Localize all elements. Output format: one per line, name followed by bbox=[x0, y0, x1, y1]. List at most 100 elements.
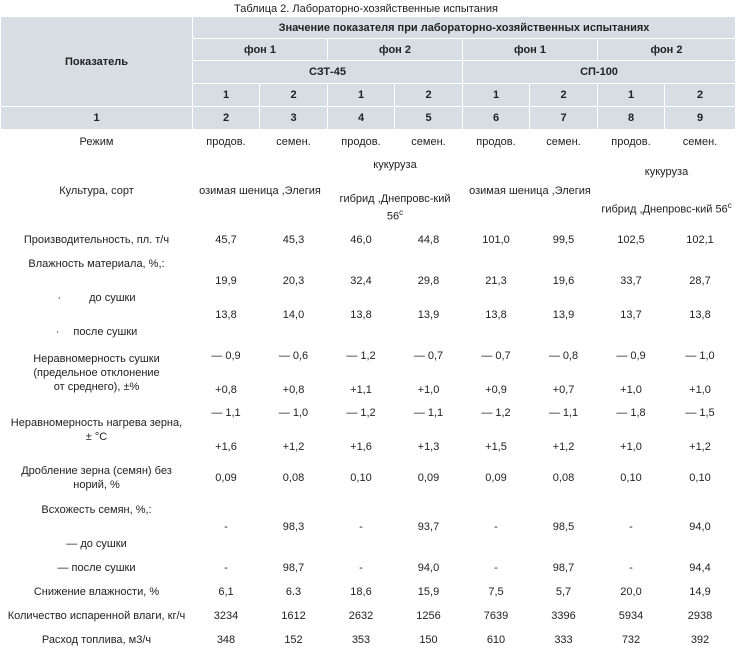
cell: 3396 bbox=[529, 603, 598, 628]
header-background: фон 2 bbox=[597, 38, 736, 61]
cell-value: 13,8 bbox=[485, 308, 507, 321]
cell: - bbox=[192, 555, 260, 580]
row-label: Дробление зерна (семян) без норий, % bbox=[0, 457, 193, 498]
cell-value: 13,8 bbox=[215, 308, 237, 321]
row-label: Снижение влажности, % bbox=[0, 579, 193, 604]
cell-value: — 1,2 bbox=[346, 406, 376, 419]
cell: 46,0 bbox=[327, 227, 395, 252]
row-label-text: до сушки bbox=[89, 291, 136, 304]
cell: 45,7 bbox=[192, 227, 260, 252]
cell-value: — 1,0 bbox=[685, 349, 715, 362]
cell: семен. bbox=[664, 129, 736, 154]
cell-value: +1,0 bbox=[620, 440, 642, 453]
bullet: · bbox=[57, 291, 62, 304]
table-row: Снижение влажности, % 6,1 6.3 18,6 15,9 … bbox=[0, 579, 736, 604]
cell: озимая шеница ,Элегия bbox=[462, 153, 598, 228]
cell-line: кукуруза bbox=[373, 158, 417, 171]
row-label: Всхожесть семян, %,: — до сушки bbox=[0, 497, 193, 556]
row-label: Неравномерность нагрева зерна, ± °С bbox=[0, 401, 193, 458]
row-label: — после сушки bbox=[0, 555, 193, 580]
cell: 19,9 13,8 bbox=[192, 251, 260, 344]
cell-value: — 0,8 bbox=[548, 349, 579, 362]
cell: 21,3 13,8 bbox=[462, 251, 530, 344]
cell: — 0,8 +0,7 bbox=[529, 343, 598, 402]
cell: — 1,8 +1,0 bbox=[597, 401, 665, 458]
column-number: 2 bbox=[192, 106, 260, 130]
row-label: Количество испаренной влаги, кг/ч bbox=[0, 603, 193, 628]
cell-value: 14,0 bbox=[282, 308, 305, 321]
cell: - bbox=[327, 555, 395, 580]
cell-value: 19,9 bbox=[215, 274, 237, 287]
cell: семен. bbox=[394, 129, 463, 154]
cell-value: +0,9 bbox=[485, 383, 507, 396]
cell-line: гибрид ,Днепровс-кий 56с bbox=[601, 199, 731, 217]
lab-tests-table: Показатель Значение показателя при лабор… bbox=[0, 16, 736, 652]
header-sub-number: 1 bbox=[192, 83, 260, 107]
cell-value: — 1,2 bbox=[481, 406, 511, 419]
column-number: 3 bbox=[259, 106, 328, 130]
cell-value: — 1,8 bbox=[616, 406, 646, 419]
cell: 98,3 bbox=[259, 497, 328, 556]
cell: 1256 bbox=[394, 603, 463, 628]
cell-value: 28,7 bbox=[689, 274, 711, 287]
cell: продов. bbox=[597, 129, 665, 154]
cell: 0,09 bbox=[394, 457, 463, 498]
cell: 3234 bbox=[192, 603, 260, 628]
table-row: Неравномерность нагрева зерна, ± °С — 1,… bbox=[0, 401, 736, 458]
cell: озимая шеница ,Элегия bbox=[192, 153, 328, 228]
cell: кукуруза гибрид ,Днепровс-кий 56с bbox=[327, 153, 463, 228]
cell: 98,5 bbox=[529, 497, 598, 556]
cell-value: — 0,7 bbox=[481, 349, 511, 362]
cell: 94,4 bbox=[664, 555, 736, 580]
cell-value: +1,6 bbox=[350, 440, 372, 453]
cell-value: — 1,2 bbox=[346, 349, 376, 362]
cell: - bbox=[462, 497, 530, 556]
cell-value: — 0,6 bbox=[278, 349, 309, 362]
cell-text: гибрид ,Днепровс-кий 56 bbox=[339, 192, 451, 223]
row-label-line: Неравномерность сушки bbox=[33, 352, 160, 365]
cell-value: +0,7 bbox=[552, 383, 575, 396]
cell: кукуруза гибрид ,Днепровс-кий 56с bbox=[597, 153, 736, 228]
cell: 2938 bbox=[664, 603, 736, 628]
cell-value: — 1,5 bbox=[685, 406, 715, 419]
column-number: 1 bbox=[0, 106, 193, 130]
row-label-line: ± °С bbox=[85, 430, 108, 443]
cell: — 1,2 +1,1 bbox=[327, 343, 395, 402]
cell-value: +1,2 bbox=[689, 440, 711, 453]
header-machine: СЗТ-45 bbox=[192, 60, 463, 84]
row-label-sub: · до сушки bbox=[3, 291, 190, 305]
cell: 28,7 13,8 bbox=[664, 251, 736, 344]
header-sub-number: 1 bbox=[597, 83, 665, 107]
cell: 93,7 bbox=[394, 497, 463, 556]
row-label-main: Влажность материала, %,: bbox=[28, 257, 165, 270]
cell: 98,7 bbox=[259, 555, 328, 580]
cell-value: — 1,0 bbox=[278, 406, 309, 419]
header-background: фон 2 bbox=[327, 38, 463, 61]
cell: 20,3 14,0 bbox=[259, 251, 328, 344]
superscript: с bbox=[727, 200, 732, 210]
cell: продов. bbox=[462, 129, 530, 154]
cell: продов. bbox=[327, 129, 395, 154]
cell: 20,0 bbox=[597, 579, 665, 604]
cell: 102,5 bbox=[597, 227, 665, 252]
cell: 33,7 13,7 bbox=[597, 251, 665, 344]
row-label-line: Дробление зерна (семян) без bbox=[21, 464, 172, 477]
cell: 32,4 13,8 bbox=[327, 251, 395, 344]
cell-value: +1,2 bbox=[282, 440, 305, 453]
table-row: Дробление зерна (семян) без норий, % 0,0… bbox=[0, 457, 736, 498]
cell: 19,6 13,9 bbox=[529, 251, 598, 344]
cell: — 1,1 +1,2 bbox=[529, 401, 598, 458]
cell: 101,0 bbox=[462, 227, 530, 252]
cell: 348 bbox=[192, 627, 260, 652]
table-row: — после сушки - 98,7 - 94,0 - 98,7 - 94,… bbox=[0, 555, 736, 580]
cell: 94,0 bbox=[394, 555, 463, 580]
cell-text: гибрид ,Днепровс-кий 56 bbox=[601, 203, 728, 216]
cell-value: +1,0 bbox=[620, 383, 642, 396]
column-number: 4 bbox=[327, 106, 395, 130]
cell: 7,5 bbox=[462, 579, 530, 604]
row-label-text: после сушки bbox=[73, 325, 138, 338]
cell: - bbox=[597, 497, 665, 556]
cell-value: 13,9 bbox=[552, 308, 575, 321]
cell: — 1,0 +1,0 bbox=[664, 343, 736, 402]
cell-value: 21,3 bbox=[485, 274, 507, 287]
